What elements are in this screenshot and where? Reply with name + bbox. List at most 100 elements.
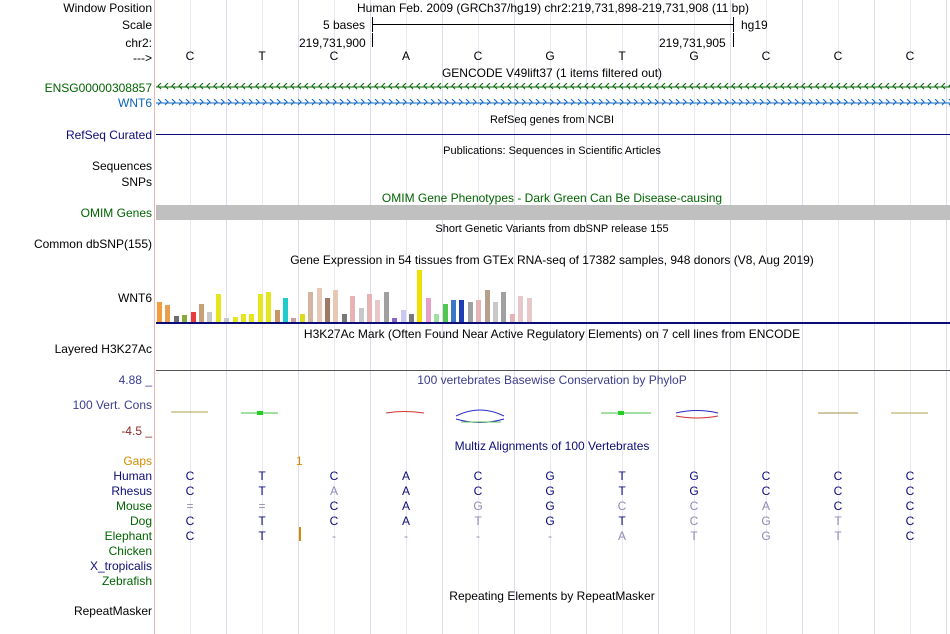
gap-insertion-marker[interactable] <box>299 527 301 541</box>
alignment-base: G <box>761 514 771 528</box>
gtex-bar[interactable] <box>400 310 406 322</box>
gtex-bar[interactable] <box>341 314 347 322</box>
gene-refseq-line[interactable] <box>156 134 950 135</box>
gtex-bar[interactable] <box>434 314 440 322</box>
species-label[interactable]: Elephant <box>104 529 152 543</box>
alignment-base: T <box>618 484 626 498</box>
gtex-bar[interactable] <box>425 298 431 322</box>
ruler-base: T <box>618 49 626 63</box>
alignment-base: T <box>258 484 266 498</box>
track-label-common-dbsnp[interactable]: Common dbSNP(155) <box>33 237 152 251</box>
gtex-bar[interactable] <box>493 302 498 322</box>
gtex-bar[interactable] <box>241 314 246 322</box>
gtex-bar[interactable] <box>459 300 465 322</box>
gtex-bar[interactable] <box>190 312 196 322</box>
gtex-bar[interactable] <box>467 302 473 322</box>
gtex-bar[interactable] <box>325 298 330 322</box>
gtex-bar[interactable] <box>375 300 381 322</box>
track-label-cons[interactable]: 100 Vert. Cons <box>72 398 152 412</box>
gtex-bar[interactable] <box>283 298 288 322</box>
pos-left-tick <box>372 33 373 47</box>
gtex-bar[interactable] <box>358 308 364 322</box>
alignment-base: G <box>545 469 555 483</box>
gtex-bar[interactable] <box>182 315 188 322</box>
grid-line <box>226 0 227 634</box>
label-strand-arrow[interactable]: ---> <box>133 51 152 65</box>
grid-line <box>658 0 659 634</box>
gtex-bar[interactable] <box>350 296 356 322</box>
gtex-bar[interactable] <box>207 312 213 322</box>
track-label-repeatmasker[interactable]: RepeatMasker <box>73 604 152 618</box>
gtex-bar[interactable] <box>476 300 482 322</box>
gtex-bar[interactable] <box>291 318 297 322</box>
gtex-bar[interactable] <box>232 317 238 322</box>
species-label[interactable]: Dog <box>129 514 152 528</box>
gtex-bar[interactable] <box>367 294 372 322</box>
gtex-bar[interactable] <box>417 270 423 322</box>
gtex-bar-chart[interactable] <box>156 268 536 322</box>
track-label-wnt6[interactable]: WNT6 <box>118 96 152 110</box>
gtex-bar[interactable] <box>215 294 221 322</box>
ruler-base: C <box>329 49 339 63</box>
species-label[interactable]: Human <box>113 469 152 483</box>
gene-gencode-transcript[interactable] <box>156 82 950 110</box>
h3k27ac-baseline <box>156 370 950 371</box>
alignment-base: T <box>258 469 266 483</box>
grid-line <box>586 0 587 634</box>
alignment-base: T <box>258 514 266 528</box>
alignment-base: C <box>329 499 339 513</box>
gtex-bar[interactable] <box>333 290 339 322</box>
gtex-bar[interactable] <box>501 292 507 322</box>
gtex-bar[interactable] <box>299 314 305 322</box>
alignment-base: G <box>545 514 555 528</box>
gtex-bar[interactable] <box>316 288 322 322</box>
track-label-h3k27ac[interactable]: Layered H3K27Ac <box>54 342 152 356</box>
gtex-bar[interactable] <box>526 298 532 322</box>
gtex-bar[interactable] <box>308 292 314 322</box>
phylop-signal[interactable] <box>156 400 950 430</box>
pos-right: 219,731,905 <box>659 36 726 50</box>
track-label-sequences[interactable]: Sequences <box>91 159 152 173</box>
gtex-bar[interactable] <box>484 290 490 322</box>
ruler-base: C <box>185 49 195 63</box>
alignment-base: C <box>761 484 771 498</box>
gtex-bar[interactable] <box>224 318 230 322</box>
species-label[interactable]: Rhesus <box>111 484 152 498</box>
omim-feature[interactable] <box>156 205 950 220</box>
track-label-gencode[interactable]: ENSG00000308857 <box>44 81 152 95</box>
gtex-bar[interactable] <box>274 310 280 322</box>
grid-line <box>550 0 551 634</box>
gtex-bar[interactable] <box>199 304 204 322</box>
alignment-base: C <box>833 484 843 498</box>
gtex-bar[interactable] <box>509 314 515 322</box>
gtex-bar[interactable] <box>409 314 414 322</box>
gtex-bar[interactable] <box>266 292 272 322</box>
gtex-bar[interactable] <box>165 305 171 322</box>
species-label[interactable]: Mouse <box>115 499 152 513</box>
track-label-snps[interactable]: SNPs <box>121 175 152 189</box>
track-label-refseq[interactable]: RefSeq Curated <box>65 128 152 142</box>
gtex-bar[interactable] <box>157 302 162 322</box>
alignment-base: - <box>404 529 408 543</box>
gtex-bar[interactable] <box>518 296 524 322</box>
track-divider <box>154 0 155 634</box>
track-label-gtex-wnt6[interactable]: WNT6 <box>118 291 152 305</box>
gtex-bar[interactable] <box>173 316 179 322</box>
gtex-bar[interactable] <box>451 300 456 322</box>
species-label[interactable]: Zebrafish <box>101 574 152 588</box>
alignment-base: C <box>761 469 771 483</box>
gtex-bar[interactable] <box>383 292 389 322</box>
species-label[interactable]: X_tropicalis <box>89 559 152 573</box>
gtex-bar[interactable] <box>392 318 398 322</box>
gtex-bar[interactable] <box>249 314 255 322</box>
alignment-base: G <box>545 499 555 513</box>
gtex-bar[interactable] <box>257 294 263 322</box>
gtex-bar[interactable] <box>442 304 448 322</box>
species-label[interactable]: Chicken <box>108 544 152 558</box>
grid-line <box>946 0 947 634</box>
track-label-omim[interactable]: OMIM Genes <box>80 206 152 220</box>
alignment-base: G <box>689 484 699 498</box>
pos-right-tick <box>733 33 734 47</box>
alignment-base: - <box>548 529 552 543</box>
title-multiz: Multiz Alignments of 100 Vertebrates <box>454 439 650 453</box>
